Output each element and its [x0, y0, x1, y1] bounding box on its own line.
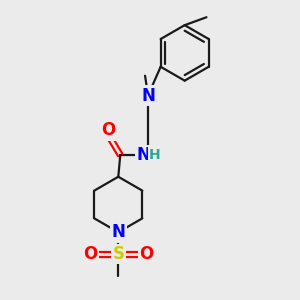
Text: O: O: [101, 121, 116, 139]
Text: O: O: [83, 245, 98, 263]
Text: O: O: [139, 245, 153, 263]
Text: S: S: [112, 245, 124, 263]
Text: H: H: [149, 148, 161, 162]
Text: N: N: [111, 223, 125, 241]
Text: N: N: [136, 146, 150, 164]
Text: N: N: [141, 86, 155, 104]
